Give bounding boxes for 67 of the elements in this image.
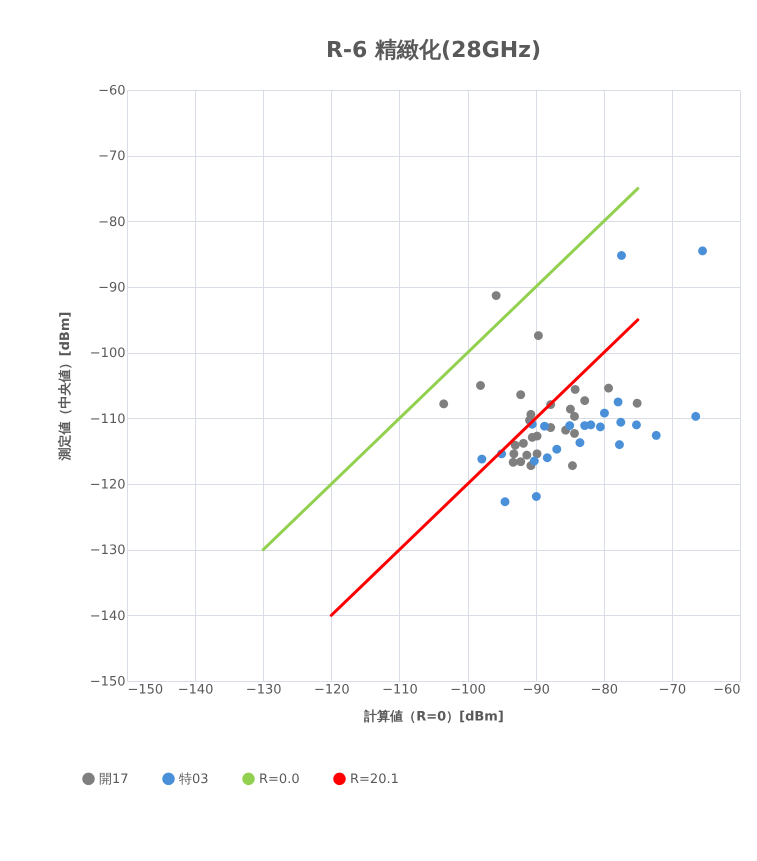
point	[516, 390, 526, 400]
point	[575, 438, 584, 448]
point	[586, 420, 596, 430]
point	[652, 430, 661, 440]
y-tick-label: −100	[90, 346, 126, 362]
point	[522, 450, 532, 460]
y-tick-label: −120	[90, 478, 126, 492]
legend-label: R=20.1	[350, 772, 399, 787]
point	[632, 420, 641, 430]
point	[616, 418, 626, 427]
point	[508, 458, 518, 467]
x-tick-label: −130	[246, 682, 282, 698]
point	[532, 449, 542, 458]
point	[600, 408, 609, 418]
point	[528, 432, 537, 442]
point	[580, 396, 590, 406]
x-tick-label: −110	[382, 682, 418, 698]
point	[614, 397, 623, 406]
point	[492, 291, 501, 300]
x-tick-label: −90	[522, 682, 550, 698]
y-tick-label: −110	[90, 412, 126, 427]
point	[565, 421, 574, 430]
point	[617, 251, 626, 260]
chart-title: R-6 精緻化(28GHz)	[326, 38, 542, 63]
legend-label: R=0.0	[259, 772, 300, 787]
point	[500, 497, 510, 506]
x-tick-label: −150	[128, 682, 164, 698]
point	[552, 444, 562, 454]
point	[566, 404, 575, 414]
point	[439, 399, 448, 408]
point	[570, 428, 579, 438]
y-tick-label: −140	[90, 608, 126, 624]
x-tick-label: −120	[314, 682, 350, 698]
y-tick-label: −80	[98, 214, 126, 230]
y-tick-label: −130	[90, 543, 126, 558]
point	[477, 454, 486, 464]
point	[542, 453, 552, 462]
point	[510, 440, 520, 450]
legend-label: 特03	[179, 772, 209, 787]
x-tick-label: −70	[658, 682, 686, 698]
point	[534, 331, 543, 340]
point	[691, 412, 700, 421]
point	[516, 457, 526, 466]
point	[570, 384, 580, 394]
y-tick-label: −90	[98, 280, 126, 296]
point	[596, 422, 605, 432]
x-tick-label: −60	[713, 682, 740, 698]
point	[614, 440, 624, 450]
x-tick-label: −140	[178, 682, 214, 698]
point	[530, 456, 539, 466]
legend-label: 開17	[99, 772, 129, 787]
point	[604, 384, 614, 393]
point	[570, 412, 579, 421]
point	[698, 246, 708, 256]
point	[540, 422, 549, 431]
point	[509, 449, 518, 458]
point	[632, 398, 642, 408]
x-tick-label: −100	[450, 682, 486, 698]
point	[568, 461, 577, 470]
y-tick-label: −70	[98, 149, 126, 164]
y-tick-label: −60	[98, 84, 126, 98]
x-tick-label: −80	[590, 682, 618, 698]
point	[532, 492, 541, 501]
point	[518, 438, 528, 448]
point	[476, 381, 485, 390]
x-axis-title: 計算値（R=0）[dBm]	[363, 708, 504, 724]
y-axis-title: 測定値（中央値）[dBm]	[56, 312, 73, 462]
